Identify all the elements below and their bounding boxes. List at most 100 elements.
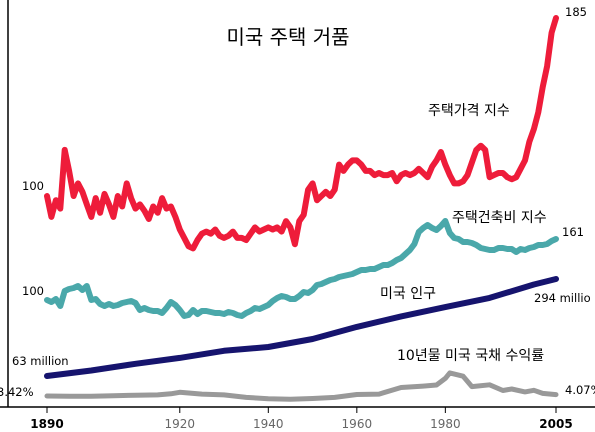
start-value-population: 63 million <box>12 354 69 368</box>
data-point-housing-price <box>227 235 230 237</box>
data-point-housing-price <box>444 164 446 166</box>
data-point-housing-price <box>365 170 367 172</box>
data-point-housing-price <box>95 197 97 199</box>
data-point-housing-price <box>170 205 172 208</box>
data-point-building-cost <box>435 229 438 231</box>
data-point-building-cost <box>396 259 398 261</box>
data-point-building-cost <box>351 273 353 275</box>
data-point-housing-price <box>219 235 221 237</box>
data-point-building-cost <box>214 312 216 314</box>
series-label-building-cost: 주택건축비 지수 <box>452 210 547 226</box>
data-point-treasury-yield <box>134 394 137 396</box>
data-point-building-cost <box>196 313 199 315</box>
data-point-housing-price <box>533 128 535 130</box>
data-point-housing-price <box>263 228 265 231</box>
data-point-housing-price <box>493 174 495 176</box>
data-point-building-cost <box>236 314 238 316</box>
data-point-treasury-yield <box>462 375 464 377</box>
series-points-population <box>46 278 557 377</box>
data-point-housing-price <box>90 216 92 218</box>
data-point-housing-price <box>400 174 402 176</box>
data-point-housing-price <box>64 149 66 151</box>
data-point-building-cost <box>528 247 531 249</box>
data-point-housing-price <box>484 149 486 151</box>
data-point-building-cost <box>241 315 243 317</box>
data-point-building-cost <box>298 295 300 297</box>
data-point-housing-price <box>511 178 513 180</box>
data-point-building-cost <box>409 249 411 251</box>
data-point-building-cost <box>382 264 384 266</box>
data-point-housing-price <box>462 180 464 182</box>
data-point-building-cost <box>506 248 508 250</box>
x-tick-label: 1980 <box>430 417 461 431</box>
data-point-housing-price <box>258 231 261 233</box>
data-point-building-cost <box>192 309 194 311</box>
data-point-building-cost <box>285 296 287 298</box>
data-point-housing-price <box>489 176 491 178</box>
data-point-treasury-yield <box>524 391 526 393</box>
data-point-treasury-yield <box>170 393 172 395</box>
data-point-housing-price <box>537 111 539 113</box>
data-point-housing-price <box>143 210 145 212</box>
data-point-building-cost <box>466 241 469 243</box>
series-label-treasury-yield: 10년물 미국 국채 수익률 <box>397 348 544 364</box>
data-point-housing-price <box>81 191 83 193</box>
data-point-building-cost <box>515 251 517 253</box>
data-point-housing-price <box>546 65 548 67</box>
start-value-housing-price: 100 <box>22 179 44 193</box>
data-point-treasury-yield <box>489 384 491 386</box>
data-point-housing-price <box>475 149 477 151</box>
data-point-housing-price <box>369 170 371 172</box>
data-point-building-cost <box>46 299 48 301</box>
data-point-building-cost <box>139 309 141 311</box>
data-point-building-cost <box>365 269 367 271</box>
data-point-housing-price <box>73 195 75 197</box>
data-point-building-cost <box>232 312 234 314</box>
data-point-housing-price <box>276 226 278 228</box>
data-point-building-cost <box>537 244 539 246</box>
data-point-building-cost <box>289 298 291 300</box>
data-point-housing-price <box>449 174 451 176</box>
data-point-housing-price <box>77 182 79 184</box>
data-point-population <box>267 346 269 348</box>
data-point-housing-price <box>130 197 132 199</box>
data-point-housing-price <box>396 180 398 182</box>
data-point-housing-price <box>188 245 190 247</box>
data-point-population <box>46 375 48 377</box>
data-point-housing-price <box>524 159 526 161</box>
data-point-treasury-yield <box>245 396 247 398</box>
data-point-housing-price <box>378 172 380 174</box>
data-point-housing-price <box>312 182 314 184</box>
data-point-treasury-yield <box>334 396 336 398</box>
data-point-housing-price <box>453 182 455 184</box>
data-point-building-cost <box>458 238 460 240</box>
series-treasury-yield: 10년물 미국 국채 수익률 3.42% 4.07% <box>0 348 595 402</box>
data-point-housing-price <box>329 195 331 197</box>
data-point-building-cost <box>546 243 548 245</box>
series-label-housing-price: 주택가격 지수 <box>428 103 510 119</box>
data-point-housing-price <box>165 208 168 210</box>
data-point-housing-price <box>254 226 256 228</box>
data-point-housing-price <box>404 172 407 174</box>
data-point-housing-price <box>422 172 424 174</box>
data-point-building-cost <box>356 271 358 273</box>
data-point-housing-price <box>471 161 473 164</box>
data-point-building-cost <box>157 310 159 312</box>
data-point-treasury-yield <box>444 377 446 379</box>
data-point-building-cost <box>267 304 269 306</box>
series-housing-price: 주택가격 지수 100 185 <box>22 5 587 252</box>
data-point-population <box>312 338 314 340</box>
data-point-housing-price <box>121 205 123 208</box>
data-point-building-cost <box>329 279 331 281</box>
data-point-building-cost <box>254 307 256 309</box>
data-point-building-cost <box>551 240 553 242</box>
data-point-building-cost <box>148 309 150 311</box>
data-point-housing-price <box>192 247 194 249</box>
data-point-housing-price <box>440 151 442 153</box>
data-point-building-cost <box>387 264 389 266</box>
data-point-treasury-yield <box>511 388 513 390</box>
data-point-building-cost <box>320 283 322 285</box>
data-point-treasury-yield <box>267 398 269 400</box>
data-point-building-cost <box>276 297 278 299</box>
